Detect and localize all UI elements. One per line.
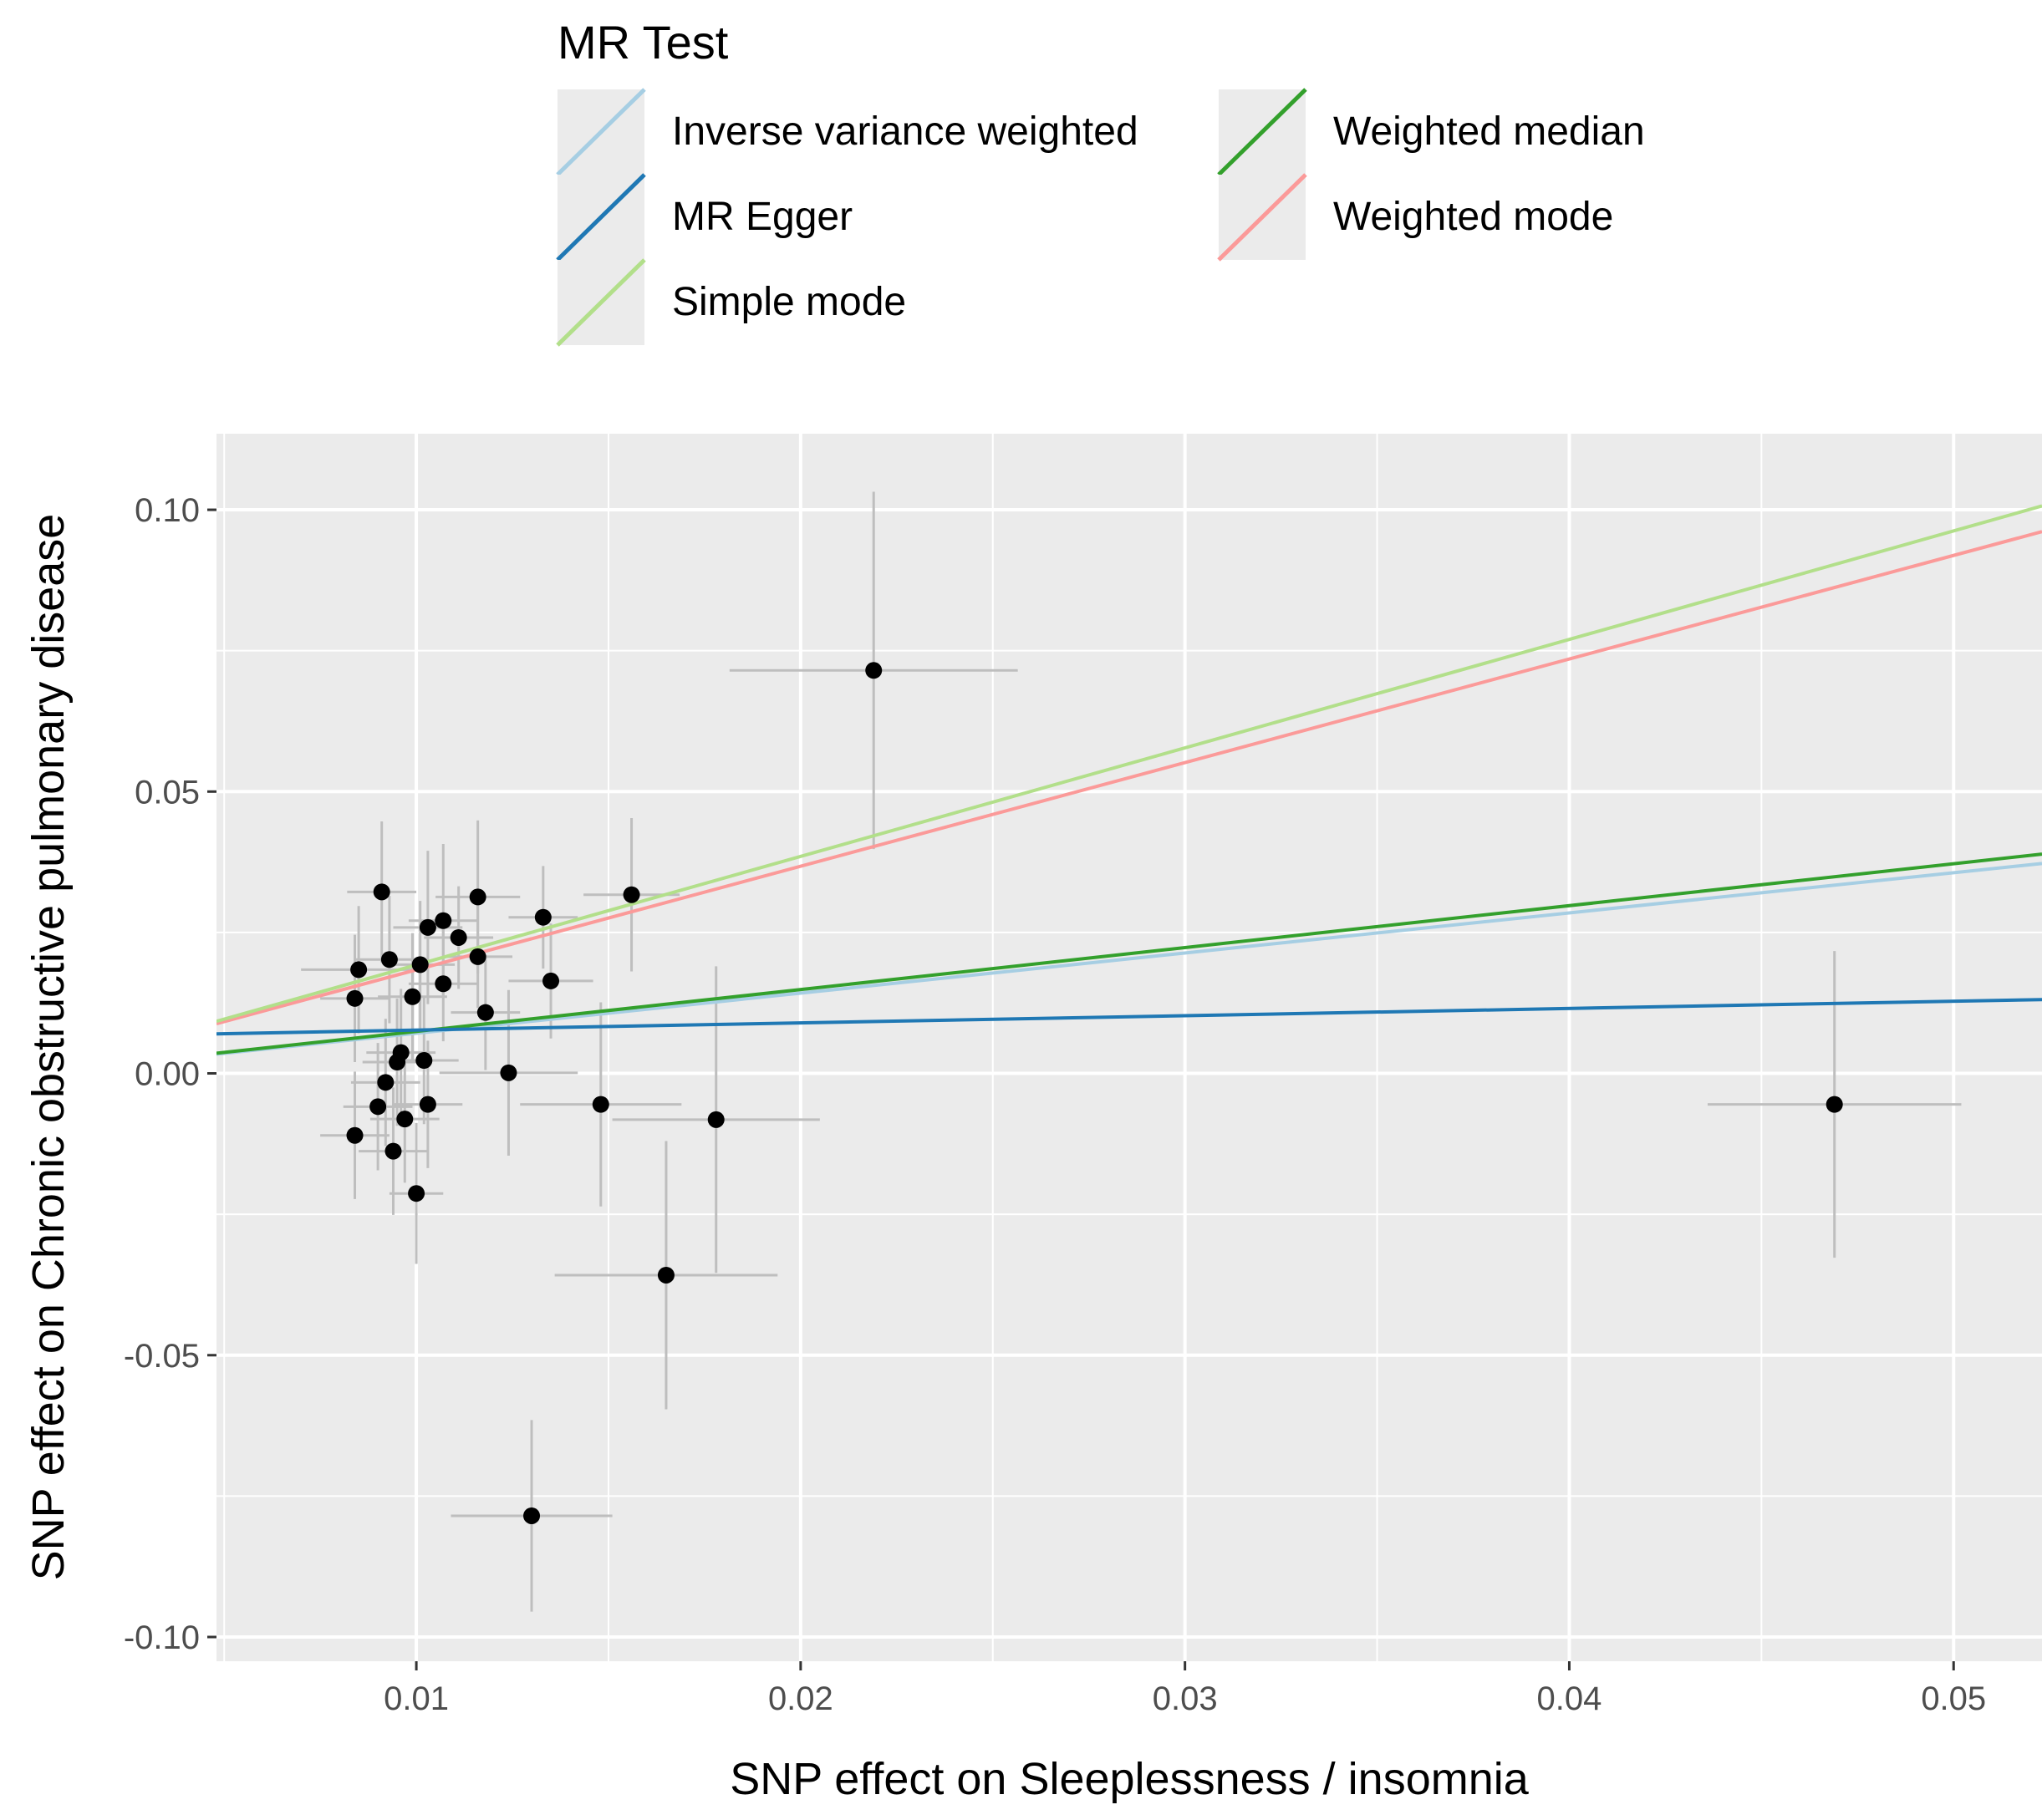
snp-point (415, 1052, 433, 1070)
snp-point (369, 1098, 387, 1116)
legend: MR Test Inverse variance weighted MR Egge… (556, 16, 1645, 347)
snp-point (865, 662, 883, 679)
regression-line (216, 530, 2042, 1025)
x-tick-label: 0.02 (768, 1680, 833, 1717)
snp-point (1826, 1096, 1843, 1113)
regression-line (216, 504, 2042, 1024)
legend-label: Weighted median (1333, 109, 1645, 154)
regression-lines (216, 504, 2042, 1056)
snp-point (476, 1004, 494, 1021)
legend-key-line (556, 258, 646, 347)
snp-point (542, 972, 560, 989)
snp-point (450, 928, 467, 946)
snp-point (350, 961, 368, 979)
regression-line (216, 998, 2042, 1036)
legend-key-line (556, 173, 646, 262)
snp-point (469, 948, 486, 965)
snp-point (419, 918, 436, 936)
legend-label: Weighted mode (1333, 195, 1613, 239)
legend-key-line (556, 88, 646, 176)
major-gridlines (216, 434, 2042, 1661)
y-tick-label: -0.10 (124, 1619, 200, 1656)
x-tick-label: 0.03 (1153, 1680, 1218, 1717)
snp-point (707, 1111, 725, 1128)
x-tick-label: 0.05 (1921, 1680, 1986, 1717)
snp-point (411, 956, 429, 974)
x-tick-label: 0.04 (1537, 1680, 1602, 1717)
snp-point (435, 912, 452, 929)
snp-point (373, 883, 390, 901)
legend-key-line (1217, 173, 1307, 262)
legend-label: MR Egger (672, 195, 853, 239)
snp-point (419, 1096, 436, 1113)
snp-point (408, 1185, 425, 1202)
y-axis-ticks: -0.10 -0.05 0.00 0.05 0.10 (124, 492, 216, 1656)
snp-point (377, 1074, 395, 1091)
legend-key-line (1217, 88, 1307, 176)
legend-label: Inverse variance weighted (672, 109, 1138, 154)
snp-point (500, 1064, 517, 1081)
snp-point (435, 975, 452, 993)
plot-panel (216, 434, 2042, 1661)
snp-point (396, 1111, 414, 1128)
regression-line (216, 862, 2042, 1056)
y-tick-label: 0.10 (135, 492, 200, 529)
snp-point (404, 988, 421, 1005)
minor-gridlines (216, 434, 2042, 1661)
legend-label: Simple mode (672, 280, 906, 324)
snp-point (346, 1126, 364, 1144)
snp-point (592, 1096, 609, 1113)
regression-line (216, 852, 2042, 1055)
y-axis-title: SNP effect on Chronic obstructive pulmon… (23, 514, 74, 1581)
snp-point (346, 989, 364, 1007)
snp-point (623, 886, 640, 903)
x-axis-title: SNP effect on Sleeplessness / insomnia (730, 1754, 1530, 1804)
snp-point (523, 1507, 541, 1524)
snp-point (534, 908, 552, 926)
x-tick-label: 0.01 (384, 1680, 449, 1717)
snp-point (657, 1266, 675, 1284)
y-tick-label: -0.05 (124, 1338, 200, 1375)
y-tick-label: 0.05 (135, 774, 200, 811)
snp-point (380, 951, 398, 968)
snp-point (384, 1142, 402, 1160)
snp-point (389, 1054, 406, 1071)
legend-title: MR Test (558, 16, 729, 69)
snp-points (346, 662, 1843, 1524)
x-axis-ticks: 0.01 0.02 0.03 0.04 0.05 (384, 1661, 1986, 1717)
y-tick-label: 0.00 (135, 1056, 200, 1093)
snp-point (469, 888, 486, 906)
